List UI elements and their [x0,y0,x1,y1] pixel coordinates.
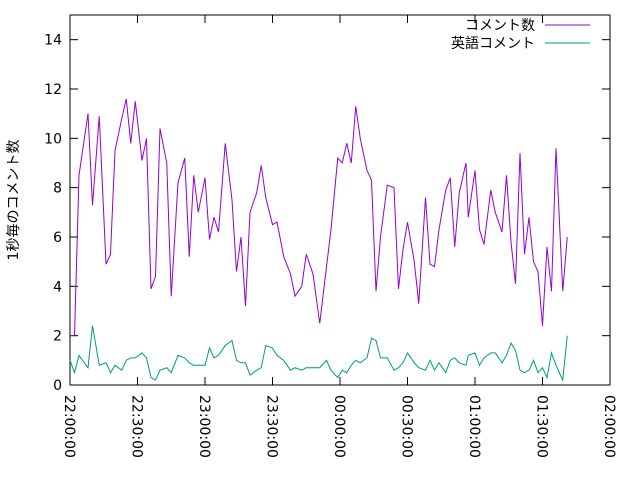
y-tick-label: 14 [44,33,62,49]
plot-frame [69,14,611,386]
x-tick-label: 00:00:00 [331,395,347,458]
series-line [70,98,568,337]
series-line [69,325,568,382]
y-tick-label: 6 [53,230,62,246]
y-tick-label: 2 [53,329,62,345]
x-tick-label: 23:30:00 [264,395,280,458]
legend-label: 英語コメント [451,35,535,52]
y-tick-label: 4 [53,279,62,295]
x-tick-label: 23:00:00 [196,395,212,458]
y-tick-label: 10 [44,131,62,147]
x-tick-label: 01:30:00 [534,395,550,458]
legend-label: コメント数 [465,18,535,34]
x-tick-label: 22:30:00 [129,395,145,458]
y-tick-label: 8 [53,181,62,197]
y-tick-label: 0 [53,378,62,394]
x-tick-label: 02:00:00 [601,395,617,458]
x-tick-label: 22:00:00 [61,395,77,458]
y-axis-label: 1秒毎のコメント数 [6,140,22,261]
x-tick-label: 00:30:00 [399,395,415,458]
x-tick-label: 01:00:00 [466,395,482,458]
y-tick-label: 12 [44,82,62,98]
